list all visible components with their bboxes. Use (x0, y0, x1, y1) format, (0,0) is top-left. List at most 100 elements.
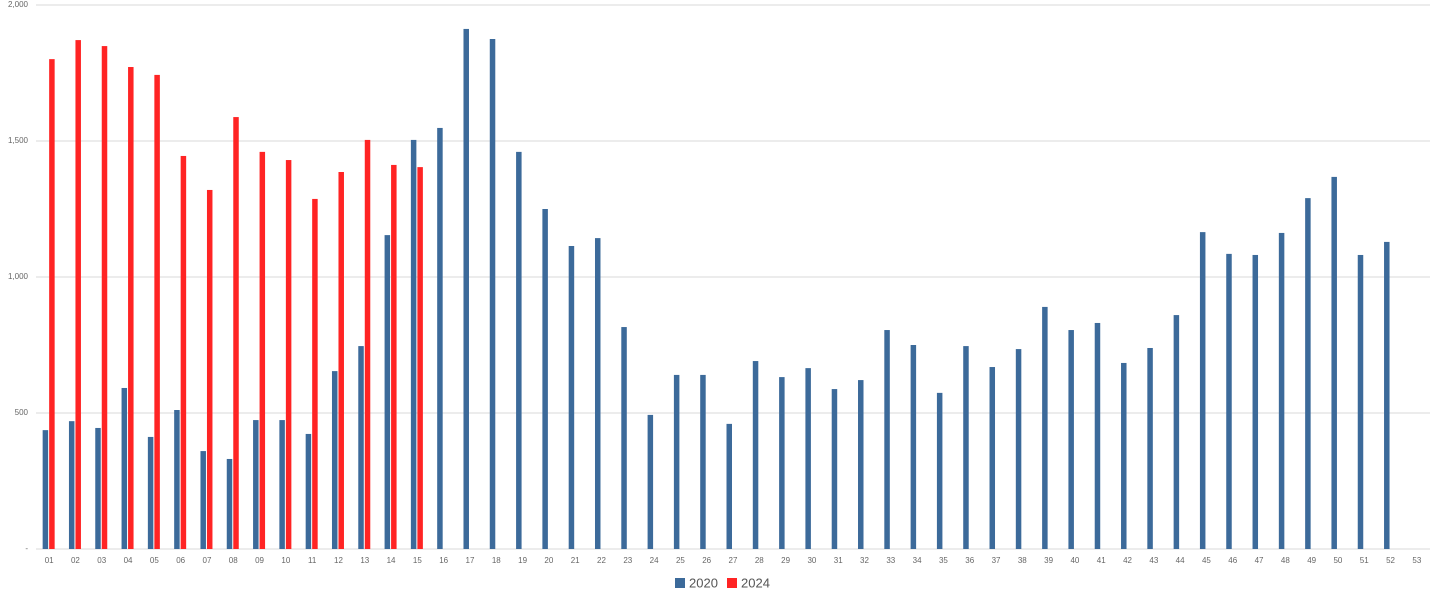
bar (154, 74, 160, 550)
bar (489, 39, 496, 549)
y-tick-label: - (25, 544, 28, 553)
bar (1042, 306, 1048, 549)
bar (542, 209, 548, 549)
x-tick-label: 10 (281, 556, 290, 565)
bar (391, 164, 397, 549)
x-tick-label: 46 (1228, 556, 1237, 565)
bar (285, 160, 292, 550)
x-tick-label: 27 (729, 556, 738, 565)
bar (516, 151, 522, 549)
bar (779, 377, 785, 549)
x-tick-label: 20 (544, 556, 553, 565)
legend-swatch (675, 578, 685, 588)
bar (253, 420, 259, 549)
x-tick-label: 03 (97, 556, 106, 565)
bar (42, 430, 49, 549)
bar (75, 40, 81, 549)
bar (147, 436, 154, 549)
x-tick-label: 04 (124, 556, 133, 565)
x-tick-label: 44 (1176, 556, 1185, 565)
x-tick-label: 16 (439, 556, 448, 565)
bar (752, 361, 759, 549)
bar (673, 374, 680, 549)
x-tick-label: 50 (1333, 556, 1342, 565)
legend-label: 2020 (689, 575, 718, 590)
bar (936, 392, 943, 549)
bar (358, 346, 364, 549)
bar (1199, 232, 1206, 549)
x-tick-label: 35 (939, 556, 948, 565)
x-tick-label: 19 (518, 556, 527, 565)
bar (1068, 330, 1074, 549)
bar (1331, 176, 1337, 550)
x-tick-label: 05 (150, 556, 159, 565)
bar (884, 330, 890, 549)
legend-label: 2024 (741, 575, 770, 590)
x-tick-label: 28 (755, 556, 764, 565)
x-tick-label: 45 (1202, 556, 1211, 565)
bar (305, 433, 312, 549)
bar (1305, 198, 1311, 549)
bar (989, 367, 996, 549)
bar (831, 389, 838, 549)
bar (174, 410, 180, 549)
x-tick-label: 17 (466, 556, 475, 565)
bar (1173, 315, 1180, 549)
bar (312, 198, 318, 549)
bar (279, 420, 285, 549)
bar (858, 380, 864, 549)
x-tick-label: 24 (650, 556, 659, 565)
x-tick-label: 26 (702, 556, 711, 565)
bar (1357, 254, 1364, 549)
bar (68, 421, 75, 549)
bar (1226, 253, 1232, 549)
y-tick-label: 1,000 (8, 272, 29, 281)
bar (226, 458, 233, 549)
x-tick-label: 29 (781, 556, 790, 565)
x-tick-label: 51 (1360, 556, 1369, 565)
x-tick-label: 32 (860, 556, 869, 565)
x-tick-label: 13 (360, 556, 369, 565)
bar (49, 59, 55, 550)
y-tick-label: 1,500 (8, 136, 29, 145)
bar (805, 368, 811, 549)
y-tick-label: 2,000 (8, 0, 29, 9)
bar (417, 167, 423, 549)
bar (437, 127, 443, 549)
x-tick-label: 02 (71, 556, 80, 565)
x-tick-label: 34 (913, 556, 922, 565)
bar (700, 374, 706, 549)
x-tick-label: 23 (623, 556, 632, 565)
bar (1121, 362, 1127, 549)
x-tick-label: 15 (413, 556, 422, 565)
bar (1252, 254, 1259, 549)
x-tick-label: 18 (492, 556, 501, 565)
bar (1278, 232, 1285, 549)
bar (463, 28, 469, 550)
bar (1384, 241, 1390, 550)
bar (259, 151, 266, 549)
x-tick-label: 21 (571, 556, 580, 565)
bar (726, 423, 732, 549)
x-tick-label: 48 (1281, 556, 1290, 565)
x-tick-label: 25 (676, 556, 685, 565)
x-tick-label: 22 (597, 556, 606, 565)
x-tick-label: 36 (965, 556, 974, 565)
x-tick-label: 33 (886, 556, 895, 565)
x-tick-label: 11 (308, 556, 317, 565)
bar (121, 387, 128, 549)
x-tick-label: 43 (1149, 556, 1158, 565)
bar (180, 155, 187, 549)
x-tick-label: 40 (1070, 556, 1079, 565)
x-tick-label: 41 (1097, 556, 1106, 565)
bar (384, 235, 391, 549)
x-tick-label: 07 (203, 556, 212, 565)
bar (647, 414, 654, 549)
bar (101, 46, 108, 550)
x-tick-label: 30 (807, 556, 816, 565)
x-tick-label: 08 (229, 556, 238, 565)
bar (364, 139, 371, 550)
legend-swatch (727, 578, 737, 588)
x-tick-label: 38 (1018, 556, 1027, 565)
